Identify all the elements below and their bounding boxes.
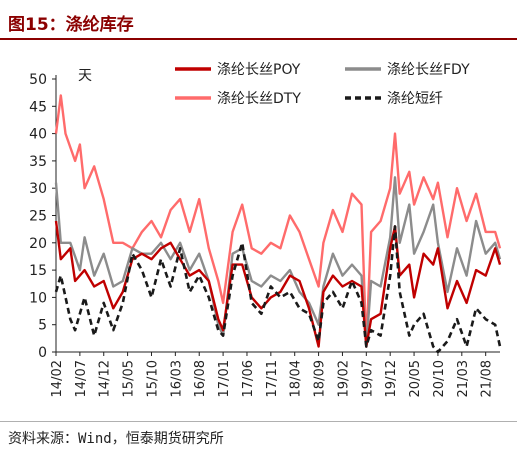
x-tick-label: 19/12 xyxy=(384,360,399,397)
y-tick-label: 15 xyxy=(29,263,47,279)
y-tick-label: 0 xyxy=(38,345,47,361)
y-tick-label: 40 xyxy=(29,127,47,143)
title-bar: 图15：涤纶库存 xyxy=(0,0,517,40)
series-line-3 xyxy=(54,225,502,354)
legend-label: 涤纶长丝FDY xyxy=(387,62,470,78)
x-tick-label: 20/10 xyxy=(432,360,447,397)
figure-title: 图15：涤纶库存 xyxy=(8,15,134,35)
y-tick-label: 20 xyxy=(29,236,47,252)
series-line-0 xyxy=(54,220,502,348)
series-line-2 xyxy=(54,94,502,348)
x-tick-label: 14/12 xyxy=(98,360,113,397)
axes: 0 5 10 15 20 25 30 35 40 45 50 14/02 14/07 14/12 15/05… xyxy=(29,72,500,397)
legend-label: 涤纶长丝POY xyxy=(217,62,301,78)
x-tick-label: 16/03 xyxy=(169,360,184,397)
x-tick-label: 19/02 xyxy=(336,360,351,397)
title-rule xyxy=(0,38,517,40)
x-tick-label: 15/05 xyxy=(122,360,137,397)
x-tick-label: 17/06 xyxy=(241,360,256,397)
x-tick-label: 21/08 xyxy=(480,360,495,397)
x-tick-label: 14/02 xyxy=(50,360,65,397)
y-tick-label: 10 xyxy=(29,290,47,306)
y-tick-label: 5 xyxy=(38,318,47,334)
legend-label: 涤纶短纤 xyxy=(387,91,443,107)
x-tick-label: 17/01 xyxy=(217,360,232,397)
series-line-1 xyxy=(54,176,502,348)
x-tick-label: 19/07 xyxy=(360,360,375,397)
y-tick-label: 25 xyxy=(29,209,47,225)
x-tick-label: 15/10 xyxy=(145,360,160,397)
legend: 涤纶长丝POY 涤纶长丝FDY 涤纶长丝DTY 涤纶短纤 xyxy=(175,62,470,107)
x-tick-label: 17/11 xyxy=(265,360,280,397)
x-tick-label: 14/07 xyxy=(74,360,89,397)
x-tick-label: 20/05 xyxy=(408,360,423,397)
source-rule xyxy=(0,421,517,422)
legend-label: 涤纶长丝DTY xyxy=(217,91,301,107)
y-tick-label: 35 xyxy=(29,154,47,170)
x-tick-label: 21/03 xyxy=(456,360,471,397)
y-unit-label: 天 xyxy=(78,68,92,84)
x-tick-label: 18/09 xyxy=(313,360,328,397)
y-tick-label: 45 xyxy=(29,99,47,115)
series-layer xyxy=(54,94,502,354)
source-note: 资料来源：Wind，恒泰期货研究所 xyxy=(8,431,224,447)
x-tick-label: 16/08 xyxy=(193,360,208,397)
y-tick-label: 50 xyxy=(29,72,47,88)
y-tick-label: 30 xyxy=(29,181,47,197)
line-chart: 0 5 10 15 20 25 30 35 40 45 50 14/02 14/07 14/12 15/05… xyxy=(29,62,502,397)
x-tick-label: 18/04 xyxy=(289,360,304,397)
